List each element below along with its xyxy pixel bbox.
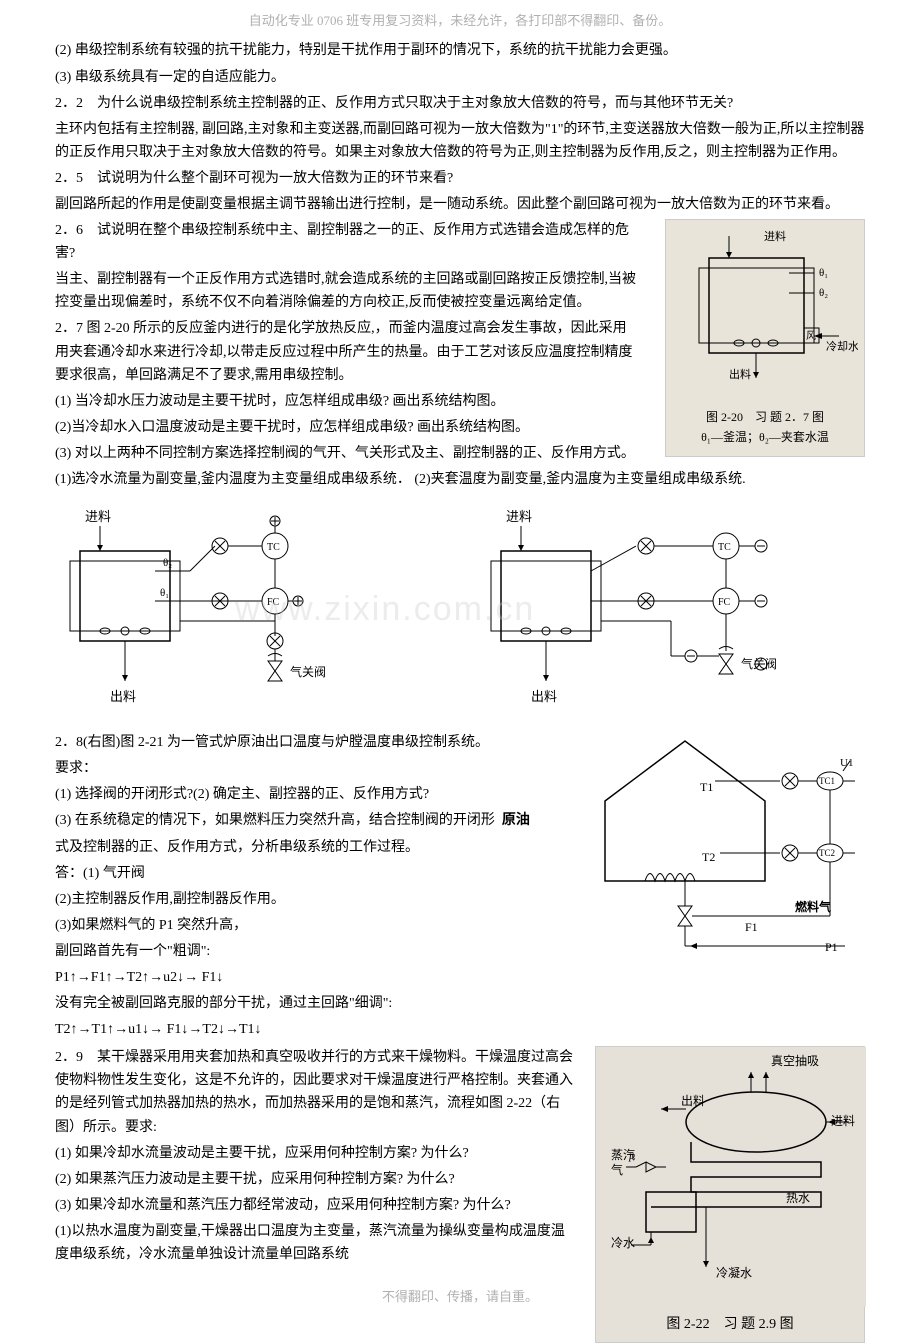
svg-text:出料: 出料 [681, 1094, 705, 1108]
svg-text:TC2: TC2 [819, 848, 835, 858]
svg-text:FC: FC [718, 597, 731, 608]
section-28: 2．8(右图)图 2-21 为一管式炉原油出口温度与炉膛温度串级控制系统。 要求… [55, 731, 865, 1041]
svg-text:风: 风 [806, 330, 816, 342]
svg-text:冷水: 冷水 [611, 1236, 635, 1250]
svg-text:TC: TC [718, 542, 731, 553]
svg-text:TC: TC [267, 542, 280, 553]
para-a25: 副回路所起的作用是使副变量根据主调节器输出进行控制，是一随动系统。因此整个副回路… [55, 193, 865, 216]
para-q28: 2．8(右图)图 2-21 为一管式炉原油出口温度与炉膛温度串级控制系统。 [55, 731, 545, 754]
para-a28-1: 答：(1) 气开阀 [55, 862, 545, 885]
svg-text:出料: 出料 [110, 689, 136, 704]
svg-text:T2: T2 [702, 850, 715, 864]
para-a28-3: (3)如果燃料气的 P1 突然升高， [55, 914, 545, 937]
oil-label: 原油 [502, 813, 530, 828]
page-header: 自动化专业 0706 班专用复习资料，未经允许，各打印部不得翻印、备份。 [55, 10, 865, 31]
svg-text:θ₁: θ₁ [819, 267, 828, 279]
svg-text:气: 气 [611, 1162, 623, 1177]
section-29: 2．9 某干燥器采用用夹套加热和真空吸收并行的方式来干燥物料。干燥温度过高会使物… [55, 1046, 865, 1266]
para-q25: 2．5 试说明为什么整个副环可视为一放大倍数为正的环节来看? [55, 167, 865, 190]
svg-text:TC1: TC1 [819, 776, 835, 786]
svg-text:FC: FC [267, 597, 280, 608]
para-q28-3b: 式及控制器的正、反作用方式，分析串级系统的工作过程。 [55, 836, 545, 859]
para-q29-3: (3) 如果冷却水流量和蒸汽压力都经常波动，应采用何种控制方案? 为什么? [55, 1194, 575, 1217]
para-3: (3) 串级系统具有一定的自适应能力。 [55, 66, 865, 89]
svg-text:进料: 进料 [85, 509, 111, 524]
fig-2-22-caption: 图 2-22 习 题 2.9 图 [596, 1307, 864, 1342]
svg-text:p: p [628, 1148, 635, 1162]
svg-text:θ₁: θ₁ [160, 587, 169, 599]
diagram-27-left: 进料 出料 θ₁ θ₂ TC FC [55, 506, 444, 716]
para-a22: 主环内包括有主控制器, 副回路,主对象和主变送器,而副回路可视为一放大倍数为"1… [55, 118, 865, 164]
para-a28-6: 没有完全被副回路克服的部分干扰，通过主回路"细调": [55, 992, 545, 1015]
fig-2-20-caption: 图 2-20 习 题 2．7 图 [674, 408, 856, 428]
svg-text:燃料气: 燃料气 [795, 899, 831, 914]
para-q29-2: (2) 如果蒸汽压力波动是主要干扰，应采用何种控制方案? 为什么? [55, 1168, 575, 1191]
para-a28-4: 副回路首先有一个"粗调": [55, 940, 545, 963]
svg-text:θ₂: θ₂ [163, 557, 172, 569]
svg-text:热水: 热水 [786, 1191, 810, 1205]
svg-text:P1: P1 [825, 940, 838, 954]
para-a29: (1)以热水温度为副变量,干燥器出口温度为主变量，蒸汽流量为操纵变量构成温度温度… [55, 1220, 575, 1266]
para-a27: (1)选冷水流量为副变量,釜内温度为主变量组成串级系统． (2)夹套温度为副变量… [55, 468, 865, 491]
figure-2-20: 进料 θ₁ θ₂ 风 冷却水 出料 图 2-20 习 题 2．7 图 θ₁—釜温… [665, 219, 865, 457]
diagram-row-27: www.zixin.com.cn 进料 出料 θ₁ θ₂ TC FC [55, 506, 865, 716]
para-q22: 2．2 为什么说串级控制系统主控制器的正、反作用方式只取决于主对象放大倍数的符号… [55, 92, 865, 115]
svg-text:θ₂: θ₂ [819, 287, 828, 299]
svg-text:进料: 进料 [506, 509, 532, 524]
para-q28-3a: (3) 在系统稳定的情况下，如果燃料压力突然升高，结合控制阀的开闭形 原油 [55, 809, 545, 832]
fig-2-20-svg: 进料 θ₁ θ₂ 风 冷却水 出料 [674, 228, 858, 403]
para-a28-7: T2↑→T1↑→u1↓→ F1↓→T2↓→T1↓ [55, 1018, 545, 1041]
section-26-27: 2．6 试说明在整个串级控制系统中主、副控制器之一的正、反作用方式选错会造成怎样… [55, 219, 865, 413]
para-q28-req: 要求： [55, 757, 545, 780]
para-q27-1: (1) 当冷却水压力波动是主要干扰时，应怎样组成串级? 画出系统结构图。 [55, 390, 640, 413]
svg-text:F1: F1 [745, 920, 758, 934]
para-q29: 2．9 某干燥器采用用夹套加热和真空吸收并行的方式来干燥物料。干燥温度过高会使物… [55, 1046, 575, 1138]
para-q26: 2．6 试说明在整个串级控制系统中主、副控制器之一的正、反作用方式选错会造成怎样… [55, 219, 640, 265]
figure-2-22: 真空抽吸 出料 进料 热水 蒸汽 气 p 冷水 冷凝水 [595, 1046, 865, 1343]
svg-text:T1: T1 [700, 780, 713, 794]
svg-text:真空抽吸: 真空抽吸 [771, 1054, 819, 1068]
para-2: (2) 串级控制系统有较强的抗干扰能力，特别是干扰作用于副环的情况下，系统的抗干… [55, 39, 865, 62]
svg-text:出料: 出料 [531, 689, 557, 704]
svg-text:冷却水: 冷却水 [826, 340, 858, 353]
para-q27: 2．7 图 2-20 所示的反应釜内进行的是化学放热反应,，而釜内温度过高会发生… [55, 317, 640, 386]
svg-text:冷凝水: 冷凝水 [716, 1265, 752, 1280]
svg-text:出料: 出料 [729, 367, 751, 381]
para-a28-5: P1↑→F1↑→T2↑→u2↓→ F1↓ [55, 966, 545, 989]
para-a28-2: (2)主控制器反作用,副控制器反作用。 [55, 888, 545, 911]
figure-2-21: T1 TC1 U1 T2 TC2 [565, 731, 865, 981]
fig-2-20-sub: θ₁—釜温；θ₂—夹套水温 [674, 428, 856, 448]
svg-text:气关阀: 气关阀 [290, 664, 326, 679]
diagram-27-right: 进料 出料 TC FC [476, 506, 865, 716]
para-a26: 当主、副控制器有一个正反作用方式选错时,就会造成系统的主回路或副回路按正反馈控制… [55, 268, 640, 314]
para-q28-1: (1) 选择阀的开闭形式?(2) 确定主、副控器的正、反作用方式? [55, 783, 545, 806]
para-q29-1: (1) 如果冷却水流量波动是主要干扰，应采用何种控制方案? 为什么? [55, 1142, 575, 1165]
svg-text:U1: U1 [840, 757, 853, 769]
svg-text:进料: 进料 [764, 229, 786, 243]
